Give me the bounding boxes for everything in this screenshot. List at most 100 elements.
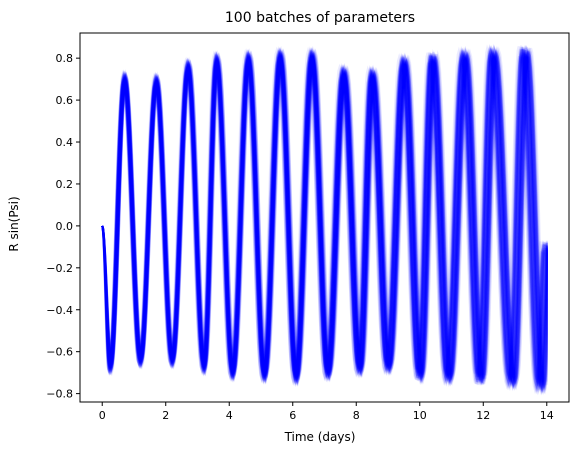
series-line (101, 44, 548, 384)
series-line (101, 52, 547, 393)
series-line (101, 45, 548, 386)
x-tick-label: 8 (353, 409, 360, 422)
series-line (101, 47, 548, 388)
series-line (101, 45, 547, 385)
series-line (101, 50, 548, 391)
series-line (101, 50, 548, 391)
x-tick-label: 0 (99, 409, 106, 422)
series-line (101, 50, 547, 390)
series-line (101, 48, 547, 389)
series-line (101, 48, 544, 389)
series-line (101, 51, 547, 391)
y-tick-label: 0.8 (56, 52, 74, 65)
series-line (101, 44, 542, 385)
y-tick-label: −0.4 (46, 304, 73, 317)
series-line (101, 43, 545, 384)
y-tick-label: 0.2 (56, 178, 74, 191)
y-axis-label: R sin(Psi) (7, 196, 21, 251)
series-line (101, 54, 548, 395)
x-tick-label: 14 (540, 409, 554, 422)
series-line (101, 54, 548, 395)
series-line (101, 48, 548, 389)
series-line (101, 45, 548, 385)
series-line (101, 46, 548, 387)
series-line (101, 54, 548, 394)
series-line (101, 50, 548, 391)
series-line (101, 50, 547, 391)
series-line (101, 48, 547, 388)
series-line (101, 52, 548, 392)
y-tick-label: −0.8 (46, 388, 73, 401)
series-line (101, 46, 547, 387)
series-line (101, 54, 543, 394)
series-line (101, 50, 544, 391)
series-line (101, 46, 547, 386)
series-line (101, 55, 545, 396)
series-line (101, 48, 548, 389)
series-line (101, 50, 545, 391)
y-tick-label: 0.4 (56, 136, 74, 149)
series-line (101, 52, 548, 393)
series-line (101, 50, 548, 390)
series-line (101, 44, 545, 385)
x-axis-label: Time (days) (284, 430, 356, 444)
series-line (101, 50, 548, 391)
series-line (101, 47, 548, 388)
series-line (101, 53, 548, 394)
series-line (101, 48, 548, 389)
series-line (101, 51, 548, 392)
series-line (101, 47, 543, 388)
series-line (101, 55, 546, 396)
series-line (101, 45, 546, 386)
series-line (101, 54, 548, 395)
x-tick-label: 4 (226, 409, 233, 422)
series-line (101, 54, 548, 395)
series-line (101, 46, 548, 386)
series-line (101, 48, 548, 388)
x-tick-label: 10 (413, 409, 427, 422)
series-line (101, 49, 548, 390)
series-line (101, 53, 548, 394)
series-line (101, 52, 545, 393)
series-line (101, 48, 548, 389)
ticks-layer: 0 2 4 6 8 10 12 14 −0.8 −0.6 −0.4 −0.2 0.0 0.2 0.4 0.6 0… (46, 52, 553, 422)
series-layer (101, 43, 548, 396)
series-line (101, 52, 548, 392)
x-tick-label: 2 (162, 409, 169, 422)
series-line (101, 52, 548, 392)
series-line (101, 45, 548, 385)
series-line (101, 51, 548, 391)
series-line (101, 47, 548, 387)
series-line (101, 52, 544, 393)
series-line (101, 54, 548, 395)
x-tick-label: 6 (289, 409, 296, 422)
y-tick-label: 0.6 (56, 94, 74, 107)
series-line (101, 56, 548, 396)
series-line (101, 49, 548, 390)
series-line (101, 49, 548, 386)
series-line (101, 54, 544, 395)
series-line (101, 46, 548, 382)
y-tick-label: −0.2 (46, 262, 73, 275)
series-line (101, 53, 546, 393)
series-line (101, 52, 548, 392)
series-line (101, 53, 548, 394)
series-line (101, 51, 548, 392)
series-line (101, 50, 548, 390)
series-line (101, 52, 548, 392)
x-tick-label: 12 (476, 409, 490, 422)
plot-frame (79, 32, 570, 403)
series-line (101, 53, 548, 394)
series-line (101, 53, 548, 393)
series-line (101, 46, 548, 386)
chart-title: 100 batches of parameters (225, 10, 415, 26)
series-line (101, 49, 548, 389)
series-line (101, 46, 545, 387)
series-line (101, 47, 545, 388)
series-line (101, 55, 548, 396)
series-line (101, 47, 547, 388)
series-line (101, 55, 548, 396)
series-line (101, 55, 548, 395)
series-line (101, 48, 548, 389)
